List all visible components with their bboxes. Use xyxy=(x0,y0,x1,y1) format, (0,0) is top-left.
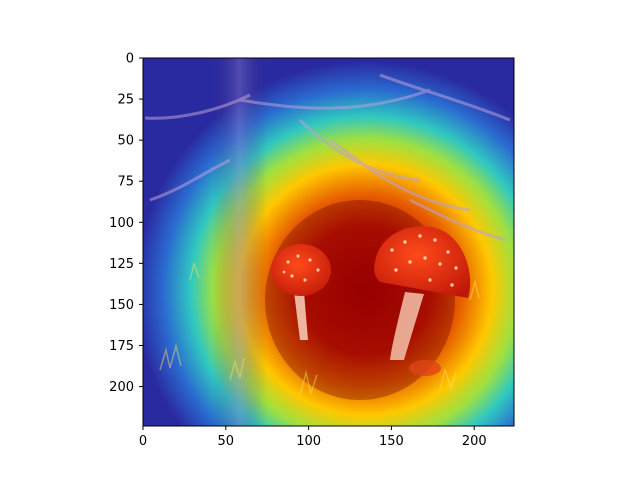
y-tick-label: 50 xyxy=(117,134,134,149)
y-tick-label: 125 xyxy=(109,257,134,272)
moss xyxy=(159,261,480,396)
y-tick-label: 100 xyxy=(109,216,134,231)
mushroom-left xyxy=(271,244,331,340)
x-tick-label: 200 xyxy=(462,434,487,449)
x-tick-label: 100 xyxy=(296,434,321,449)
tree-trunk xyxy=(212,58,267,426)
y-tick-label: 75 xyxy=(117,175,134,190)
y-tick-label: 150 xyxy=(109,298,134,313)
y-axis: 0 25 50 75 100 125 150 175 200 xyxy=(109,52,143,395)
mushroom-small xyxy=(409,360,441,376)
branches xyxy=(144,73,511,242)
x-tick-label: 150 xyxy=(379,434,404,449)
y-tick-label: 25 xyxy=(117,93,134,108)
x-axis: 0 50 100 150 200 xyxy=(139,426,487,449)
y-tick-label: 0 xyxy=(126,52,134,67)
mushroom-right xyxy=(374,226,471,360)
x-tick-label: 0 xyxy=(139,434,147,449)
plot-frame xyxy=(142,57,515,427)
y-tick-label: 175 xyxy=(109,339,134,354)
y-tick-label: 200 xyxy=(109,380,134,395)
x-tick-label: 50 xyxy=(218,434,235,449)
